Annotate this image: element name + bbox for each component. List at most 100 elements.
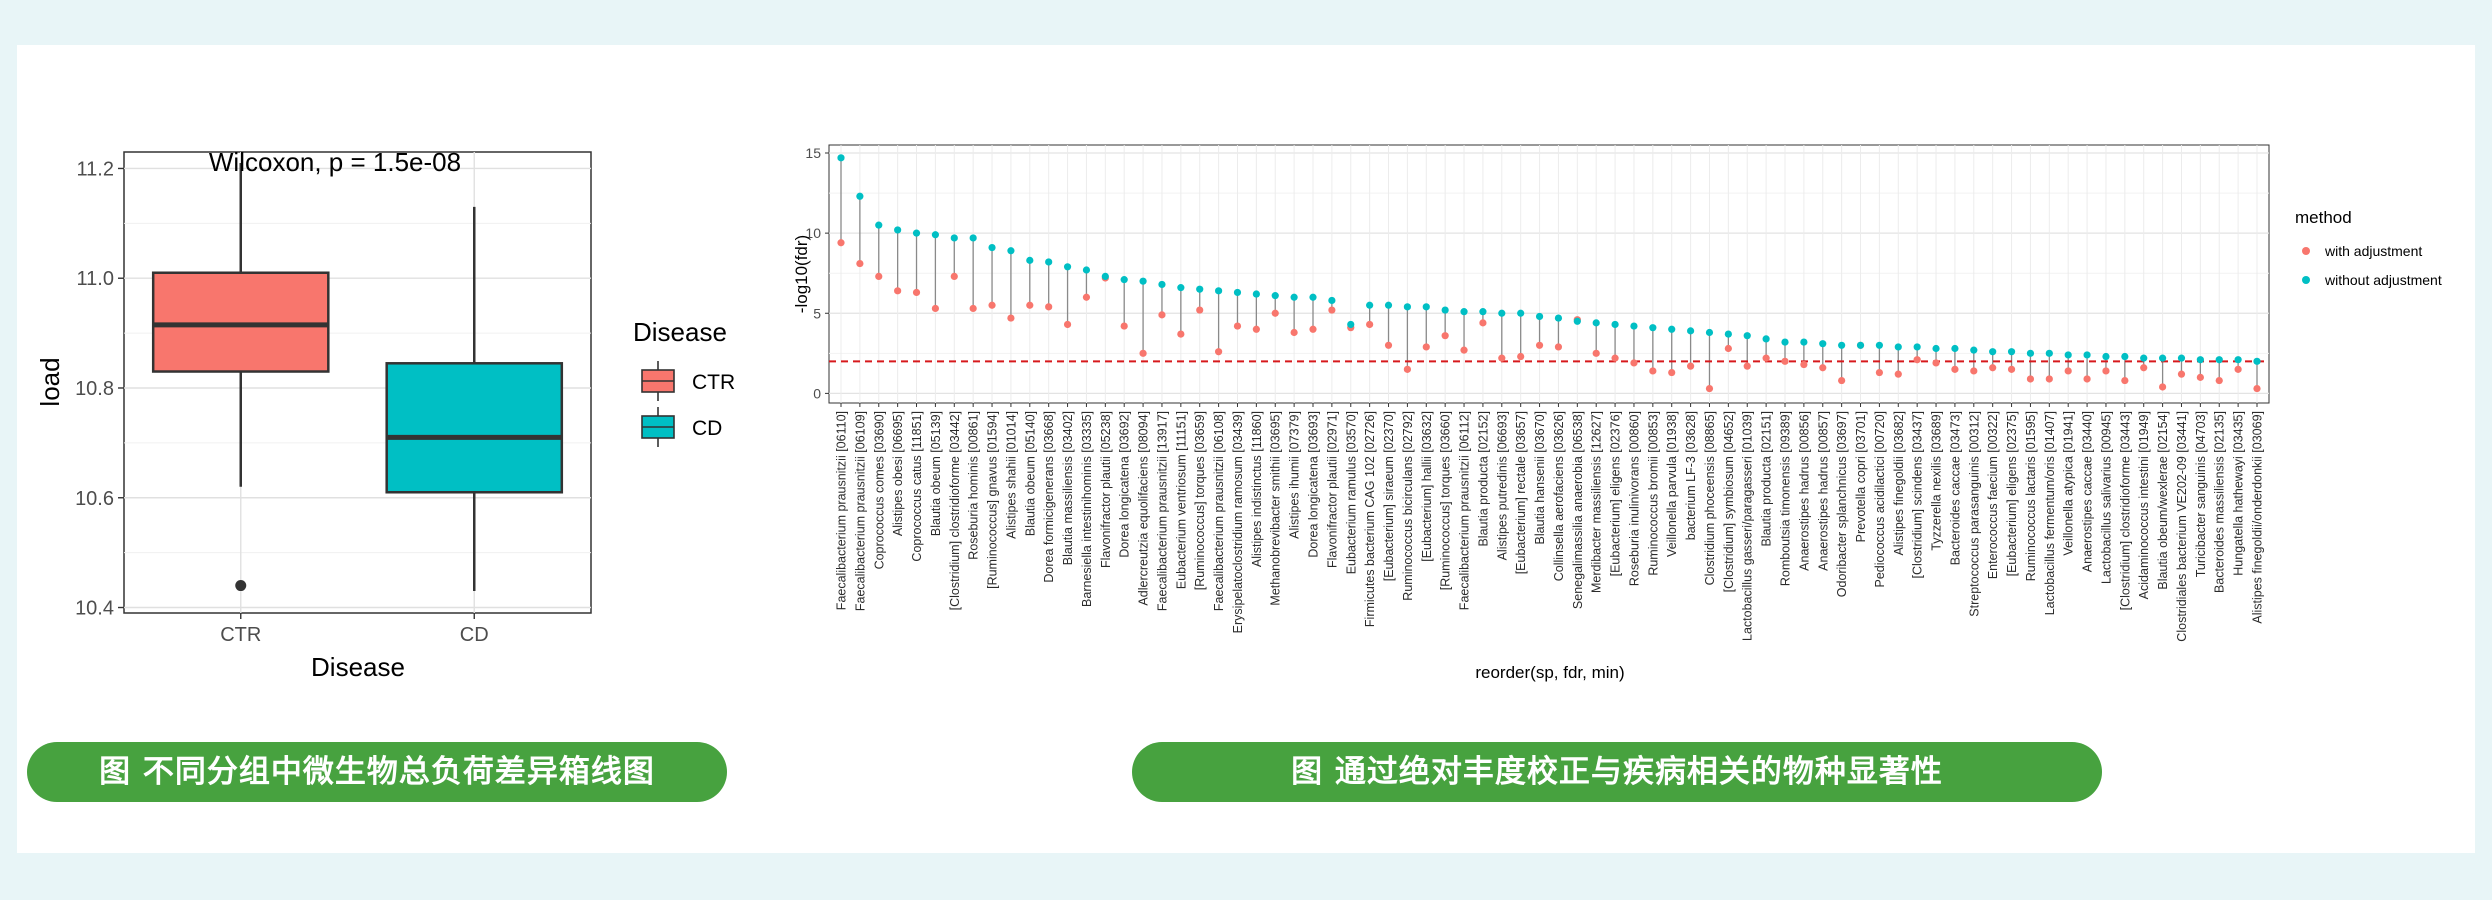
point-without-adjustment <box>1913 343 1921 351</box>
point-without-adjustment <box>2102 352 2110 361</box>
point-without-adjustment <box>1479 308 1487 316</box>
point-without-adjustment <box>1668 325 1676 333</box>
point-without-adjustment <box>1026 256 1034 264</box>
species-label: [Clostridium] scindens [03437] <box>1911 411 1925 578</box>
boxplot-y-axis-title: load <box>35 357 65 406</box>
point-without-adjustment <box>894 226 902 234</box>
boxplot-y-tick-label: 10.4 <box>75 598 114 620</box>
point-with-adjustment <box>2083 375 2091 383</box>
outlier-point-ctr <box>235 580 247 592</box>
species-label: [Clostridium] clostridioforme [03443] <box>2118 411 2132 610</box>
point-with-adjustment <box>1309 325 1317 333</box>
point-with-adjustment <box>1630 359 1638 367</box>
point-without-adjustment <box>1139 277 1147 285</box>
point-with-adjustment <box>1479 319 1487 327</box>
species-label: [Ruminococcus] torques [03659] <box>1193 411 1207 590</box>
point-without-adjustment <box>2159 354 2167 362</box>
point-without-adjustment <box>1422 303 1430 311</box>
point-with-adjustment <box>2064 367 2072 375</box>
species-label: Lactobacillus gasseri/paragasseri [01039… <box>1741 411 1755 641</box>
point-with-adjustment <box>1233 322 1242 330</box>
boxplot-legend-title: Disease <box>633 317 727 347</box>
boxplot-y-tick-label: 11.2 <box>77 158 114 180</box>
species-label: [Ruminococcus] torques [03660] <box>1439 411 1453 590</box>
species-label: Blautia producta [02151] <box>1760 411 1774 547</box>
species-label: Alistipes obesi [06695] <box>891 411 905 536</box>
point-with-adjustment <box>1517 352 1525 361</box>
legend-label: with adjustment <box>2324 243 2422 259</box>
species-label: Flavonifractor plautii [02971] <box>1325 411 1339 568</box>
significance-chart: 0 5 10 15 Faecalibacterium prausnitzii [061… <box>792 144 2442 682</box>
species-label: [Clostridium] clostridioforme [03442] <box>948 411 962 610</box>
point-with-adjustment <box>856 259 864 268</box>
point-without-adjustment <box>1592 319 1600 327</box>
point-without-adjustment <box>988 243 996 252</box>
species-label: Hungatella hathewayi [03435] <box>2232 411 2246 576</box>
point-with-adjustment <box>1743 362 1751 370</box>
point-without-adjustment <box>1800 338 1808 346</box>
point-with-adjustment <box>1290 328 1298 337</box>
point-without-adjustment <box>969 234 977 242</box>
species-label: Romboutsia timonensis [09389] <box>1779 411 1793 586</box>
point-without-adjustment <box>1781 338 1789 346</box>
point-with-adjustment <box>1649 367 1657 375</box>
significance-y-tick-label: 15 <box>805 145 821 161</box>
point-without-adjustment <box>837 154 845 162</box>
species-label: Eubacterium ventriosum [11151] <box>1174 411 1188 589</box>
point-without-adjustment <box>1517 309 1525 317</box>
point-without-adjustment <box>1403 303 1411 311</box>
point-with-adjustment <box>2026 375 2035 383</box>
significance-y-tick-label: 10 <box>805 225 821 241</box>
point-with-adjustment <box>2121 376 2129 385</box>
point-with-adjustment <box>2140 364 2148 372</box>
point-without-adjustment <box>1649 324 1657 332</box>
species-label: Pediococcus acidilactici [00720] <box>1873 411 1887 588</box>
point-without-adjustment <box>1951 344 1959 353</box>
species-label: Erysipelatoclostridium ramosum [03439] <box>1231 411 1245 633</box>
point-without-adjustment <box>1007 247 1015 255</box>
point-with-adjustment <box>2007 365 2016 373</box>
species-label: Merdibacter massiliensis [12627] <box>1590 411 1604 593</box>
species-label: Anaerostipes hadrus [00857] <box>1816 411 1830 571</box>
point-without-adjustment <box>875 221 883 229</box>
species-label: Faecalibacterium prausnitzii [06109] <box>853 411 867 611</box>
point-with-adjustment <box>1215 348 1223 356</box>
point-with-adjustment <box>1158 311 1166 319</box>
boxplot-y-tick-label: 10.6 <box>75 488 114 510</box>
point-without-adjustment <box>1328 296 1336 305</box>
point-with-adjustment <box>1668 368 1676 377</box>
point-with-adjustment <box>1611 354 1619 362</box>
species-label: Blautia producta [02152] <box>1476 411 1490 547</box>
point-without-adjustment <box>1271 292 1279 300</box>
point-with-adjustment <box>912 288 921 297</box>
point-without-adjustment <box>2140 354 2148 362</box>
point-with-adjustment <box>2159 383 2167 391</box>
point-with-adjustment <box>1705 384 1714 393</box>
point-without-adjustment <box>2177 354 2186 362</box>
point-with-adjustment <box>1026 301 1034 309</box>
point-with-adjustment <box>1913 356 1921 364</box>
species-label: Collinsella aerofaciens [03626] <box>1552 411 1566 581</box>
point-with-adjustment <box>1120 322 1128 330</box>
point-without-adjustment <box>1989 348 1997 356</box>
species-label: Blautia obeum [05139] <box>929 411 943 536</box>
boxplot-x-axis-title: Disease <box>311 652 405 682</box>
point-without-adjustment <box>1441 306 1449 314</box>
point-with-adjustment <box>1498 354 1506 362</box>
species-label: Bacteroides massiliensis [02135] <box>2213 411 2227 593</box>
point-without-adjustment <box>1535 312 1544 321</box>
point-without-adjustment <box>1290 293 1298 301</box>
species-label: [Eubacterium] eligens [02376] <box>1609 411 1623 576</box>
point-with-adjustment <box>894 287 902 295</box>
species-label: [Ruminococcus] gnavus [01594] <box>986 411 1000 589</box>
point-with-adjustment <box>2102 367 2110 375</box>
boxplot-y-tick-label: 10.8 <box>75 378 114 400</box>
species-label: Alistipes ihumii [07379] <box>1288 411 1302 539</box>
species-label: [Eubacterium] siraeum [02370] <box>1382 411 1396 581</box>
point-with-adjustment <box>2196 373 2204 381</box>
species-label: Alistipes indistinctus [11860] <box>1250 411 1264 567</box>
species-label: Faecalibacterium prausnitzii [06108] <box>1212 411 1226 611</box>
species-label: Alistipes shahii [01014] <box>1004 411 1018 539</box>
point-without-adjustment <box>1252 290 1260 298</box>
point-without-adjustment <box>1233 288 1242 297</box>
